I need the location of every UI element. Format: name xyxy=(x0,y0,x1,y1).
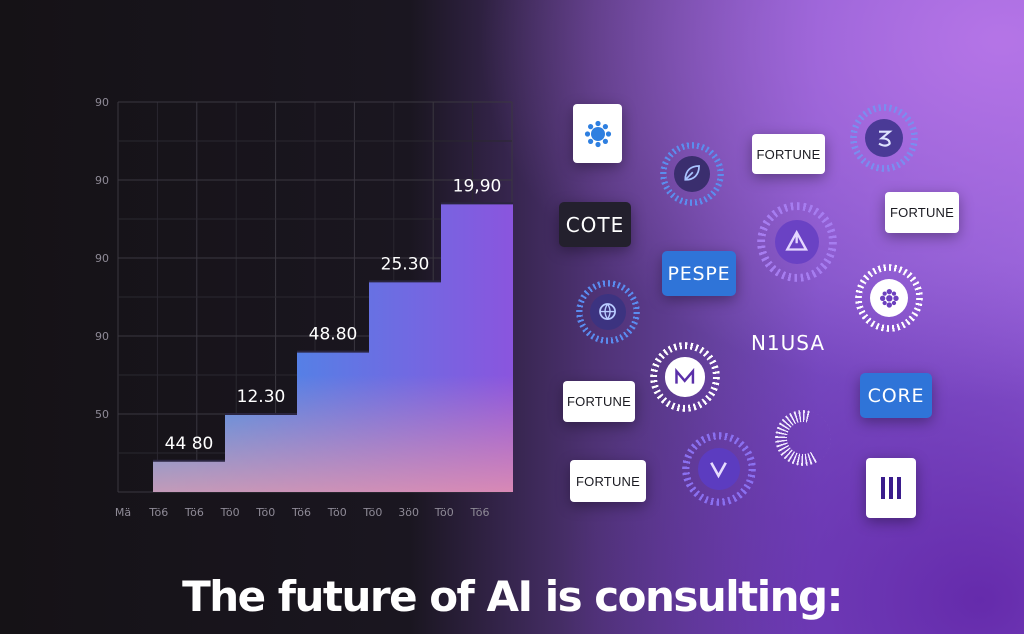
x-tick-label: Tö0 xyxy=(434,506,454,519)
fortune-logo-4-text: FORTUNE xyxy=(576,473,640,489)
flower-seal-logo xyxy=(855,264,923,332)
bars-logo xyxy=(866,458,916,518)
chart-bars xyxy=(153,202,513,492)
x-tick-label: Tö0 xyxy=(220,506,240,519)
y-tick-label: 90 xyxy=(95,252,109,265)
bar-chart: 90 90 90 90 50 Mä Tö6 Tö6 Tö0 Tö0 Tö6 Tö0 Tö0 3ö0 Tö0… xyxy=(95,96,513,519)
blue-flower-icon xyxy=(584,120,611,147)
bar-tint xyxy=(369,281,441,492)
fortune-logo-2-text: FORTUNE xyxy=(890,205,954,220)
bars-icon xyxy=(881,477,901,499)
x-tick-label: 3ö0 xyxy=(398,506,419,519)
m-seal-icon xyxy=(675,368,695,384)
data-labels: 44 80 12.30 48.80 25.30 19,90 xyxy=(165,176,502,453)
x-tick-label: Tö0 xyxy=(362,506,382,519)
fortune-logo-4: FORTUNE xyxy=(570,460,646,502)
cote-logo: COTE xyxy=(559,202,631,247)
fortune-logo-1: FORTUNE xyxy=(752,134,825,174)
triangle-seal-icon xyxy=(785,230,809,251)
y-tick-label: 50 xyxy=(95,408,109,421)
v-seal-logo xyxy=(682,432,756,506)
data-label: 44 80 xyxy=(165,434,214,454)
leaf-seal-icon xyxy=(684,165,701,182)
flower-seal-icon xyxy=(879,288,899,308)
y-axis-labels: 90 90 90 90 50 xyxy=(95,96,109,421)
x-tick-label: Tö6 xyxy=(291,506,311,519)
n1usa-logo: N1USA xyxy=(746,328,830,358)
y-tick-label: 90 xyxy=(95,96,109,109)
bar-tint xyxy=(153,460,225,492)
core-logo-text: CORE xyxy=(867,384,925,407)
fortune-logo-3-text: FORTUNE xyxy=(567,394,631,409)
arc-sunburst-icon xyxy=(775,410,831,466)
x-tick-label: Tö0 xyxy=(255,506,275,519)
triangle-seal-logo xyxy=(757,202,837,282)
globe-seal-icon xyxy=(599,303,617,321)
bar-tint xyxy=(297,351,369,492)
data-label: 19,90 xyxy=(453,176,502,196)
fortune-logo-2: FORTUNE xyxy=(885,192,959,233)
data-label: 12.30 xyxy=(237,387,286,407)
arc-sunburst-logo xyxy=(775,410,831,466)
spiral-seal-logo xyxy=(850,104,918,172)
globe-seal-logo xyxy=(576,280,640,344)
spiral-seal-icon xyxy=(878,130,893,147)
m-seal-logo xyxy=(650,342,720,412)
x-tick-label: Tö6 xyxy=(184,506,204,519)
core-logo: CORE xyxy=(860,373,932,418)
fortune-logo-1-text: FORTUNE xyxy=(756,146,821,162)
bar-tint xyxy=(225,414,297,492)
x-tick-label: Mä xyxy=(115,506,131,519)
fortune-logo-3: FORTUNE xyxy=(563,381,635,422)
y-tick-label: 90 xyxy=(95,174,109,187)
x-tick-label: Tö6 xyxy=(469,506,489,519)
blue-flower-logo xyxy=(573,104,622,163)
data-label: 48.80 xyxy=(309,325,358,345)
cote-logo-text: COTE xyxy=(565,212,625,237)
x-tick-label: Tö0 xyxy=(327,506,347,519)
y-tick-label: 90 xyxy=(95,330,109,343)
n1usa-logo-text: N1USA xyxy=(750,331,826,355)
x-axis-labels: Mä Tö6 Tö6 Tö0 Tö0 Tö6 Tö0 Tö0 3ö0 Tö0 Tö6 xyxy=(115,506,490,519)
headline: The future of AI is consulting: xyxy=(182,572,843,621)
x-tick-label: Tö6 xyxy=(148,506,168,519)
bar-tint xyxy=(441,203,513,492)
pespe-logo: PESPE xyxy=(662,251,736,296)
data-label: 25.30 xyxy=(381,254,430,274)
v-seal-icon xyxy=(710,462,728,479)
pespe-logo-text: PESPE xyxy=(667,262,731,285)
leaf-seal-logo xyxy=(660,142,724,206)
